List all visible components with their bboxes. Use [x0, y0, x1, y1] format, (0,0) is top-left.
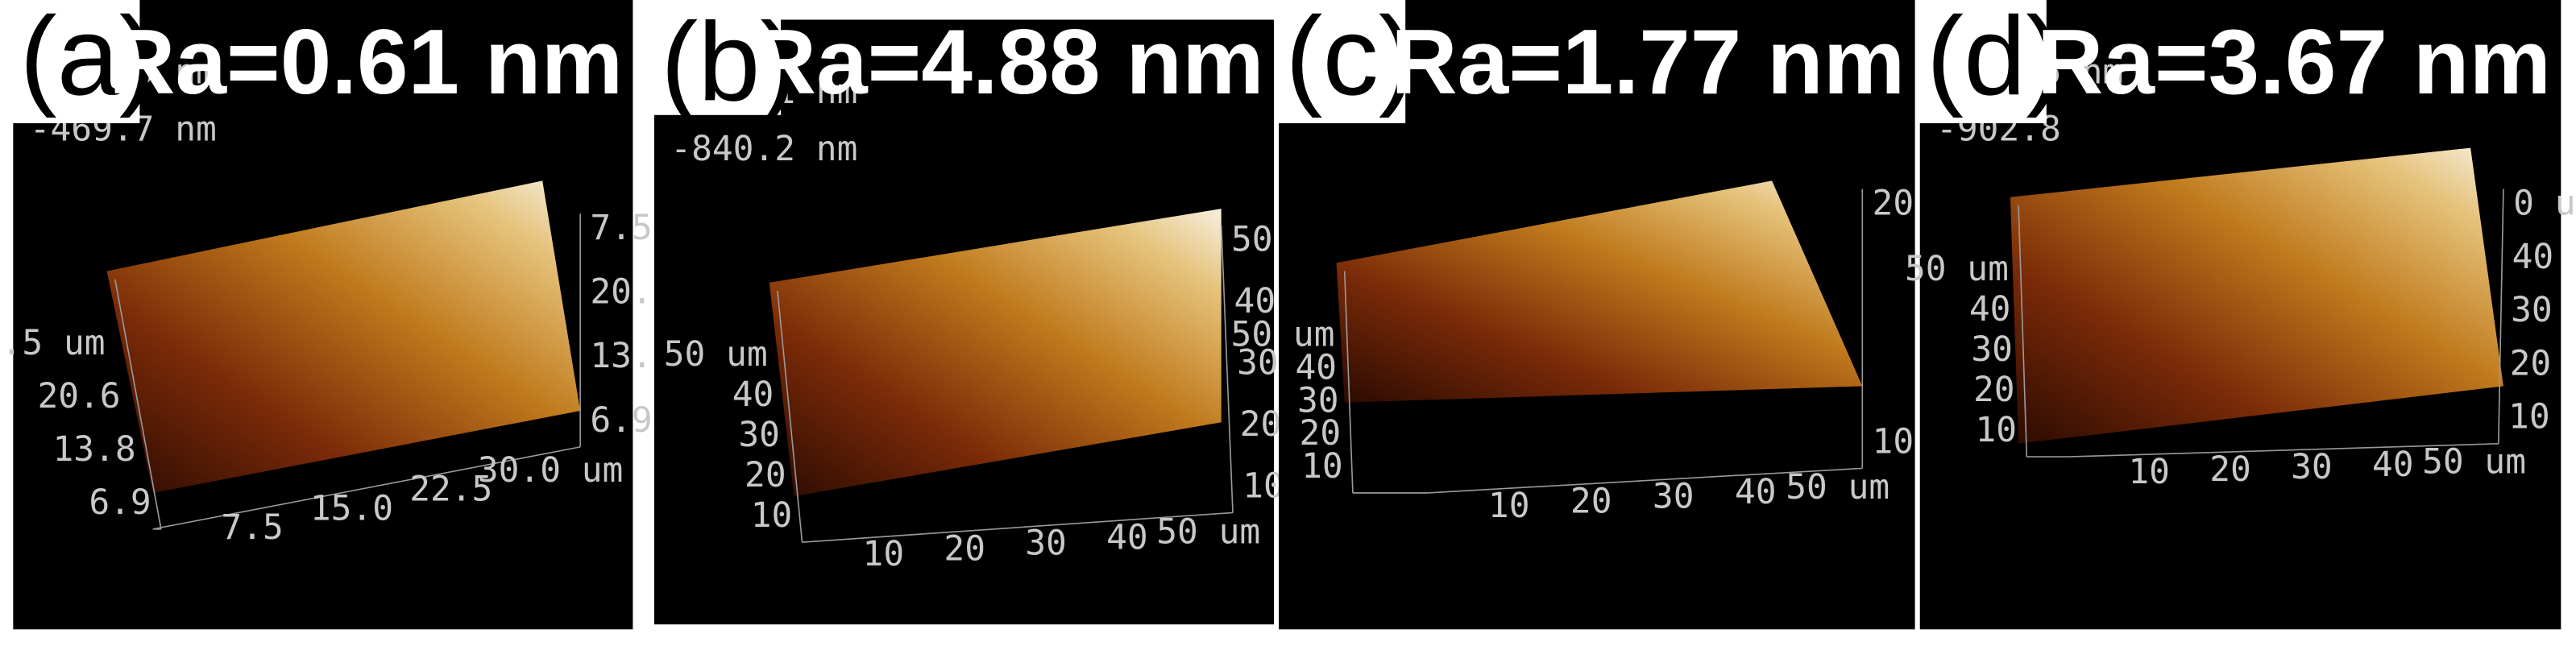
right-tick-label: 40 — [1234, 281, 1276, 321]
right-tick-label: 10 — [2508, 397, 2550, 437]
right-tick-label: 30 — [1237, 342, 1279, 383]
bottom-tick-label: 30 — [2291, 447, 2333, 487]
bottom-axis — [152, 446, 581, 530]
left-tick-label: 10 — [1976, 410, 2018, 450]
panel-label: (a) — [19, 0, 156, 118]
bottom-tick-label: 40 — [1106, 517, 1148, 557]
right-tick-label: 20 — [2510, 343, 2552, 383]
left-tick-label: 30 — [1971, 329, 2013, 370]
left-tick-label: 20.6 — [37, 376, 120, 416]
right-tick-label: 20 — [1873, 184, 1914, 224]
left-tick-label: 50 um — [664, 334, 768, 375]
panel-label: (d) — [1927, 0, 2064, 118]
bottom-tick-label: 50 um — [2422, 442, 2526, 482]
bottom-tick-label: 50 um — [1156, 512, 1260, 553]
bottom-tick-label: 10 — [1488, 486, 1530, 526]
right-axis — [1220, 225, 1234, 513]
right-tick-label: 40 — [2512, 237, 2554, 277]
label-box — [652, 18, 781, 115]
afm-panel: -420.0 nm-469.7 nm27.5 um20.613.86.97.51… — [0, 0, 715, 630]
left-tick-label: 6.9 — [89, 482, 151, 523]
label-box — [1277, 0, 1406, 123]
left-axis — [2018, 205, 2028, 458]
panel-label: (b) — [661, 0, 798, 124]
bottom-tick-label: 40 — [2372, 445, 2414, 485]
left-tick-label: 40 — [1295, 348, 1337, 388]
bottom-tick-label: 20 — [1570, 481, 1612, 521]
left-tick-label: 30 — [1297, 380, 1339, 420]
left-axis — [114, 279, 162, 530]
bottom-tick-label: 30 — [1653, 477, 1695, 517]
bottom-tick-label: 20 — [2209, 449, 2251, 490]
left-tick-label: 50 um — [1905, 249, 2009, 289]
label-box — [11, 0, 140, 123]
roughness-label: Ra=0.61 nm — [109, 11, 623, 114]
z-tick-label: -840.2 nm — [670, 129, 857, 169]
right-tick-label: 0 um — [2513, 184, 2576, 224]
bottom-tick-label: 10 — [2128, 452, 2170, 492]
bottom-tick-label: 15.0 — [310, 488, 393, 528]
bottom-axis — [802, 511, 1234, 544]
bottom-tick-label: 30 — [1025, 523, 1067, 563]
right-tick-label: 20 — [1240, 404, 1282, 445]
left-tick-label: 30 — [738, 415, 780, 455]
left-axis — [1343, 271, 1354, 494]
bottom-tick-label: 30.0 um — [478, 450, 623, 491]
right-tick-label: 10 — [1242, 466, 1284, 506]
bottom-tick-label: 10 — [863, 534, 905, 574]
left-tick-label: 10 — [1301, 446, 1343, 487]
left-tick-label: 40 — [732, 375, 774, 415]
bottom-tick-label: 40 — [1735, 472, 1777, 512]
left-tick-label: 10 — [751, 495, 793, 536]
roughness-label: Ra=3.67 nm — [2037, 11, 2551, 114]
surface — [769, 209, 1222, 497]
surface — [1336, 180, 1863, 403]
bottom-tick-label: 22.5 — [409, 470, 492, 510]
surface — [2010, 147, 2503, 444]
left-axis — [777, 291, 803, 543]
roughness-label: Ra=4.88 nm — [750, 11, 1264, 114]
left-tick-label: 20 — [745, 455, 786, 495]
bottom-tick-label: 50 um — [1786, 467, 1889, 507]
label-box — [1918, 0, 2047, 123]
left-tick-label: 20 — [1973, 370, 2015, 410]
bottom-axis — [1426, 467, 1863, 494]
left-tick-label: 13.8 — [52, 429, 135, 470]
right-tick-label: 6.9 — [590, 400, 652, 441]
left-tick-label: 50 um — [1231, 315, 1335, 355]
panel-label: (c) — [1285, 0, 1416, 118]
bottom-axis — [2068, 442, 2499, 458]
surface — [106, 180, 581, 493]
left-tick-label: 20 — [1300, 413, 1342, 453]
bottom-tick-label: 20 — [944, 528, 985, 569]
left-tick-label: 27.5 um — [0, 323, 106, 363]
right-tick-label: 10 — [1873, 421, 1914, 462]
right-axis — [2497, 188, 2504, 444]
left-tick-label: 40 — [1969, 289, 2011, 329]
right-tick-label: 30 — [2511, 290, 2553, 330]
bottom-tick-label: 7.5 — [221, 507, 283, 548]
roughness-label: Ra=1.77 nm — [1391, 11, 1905, 114]
